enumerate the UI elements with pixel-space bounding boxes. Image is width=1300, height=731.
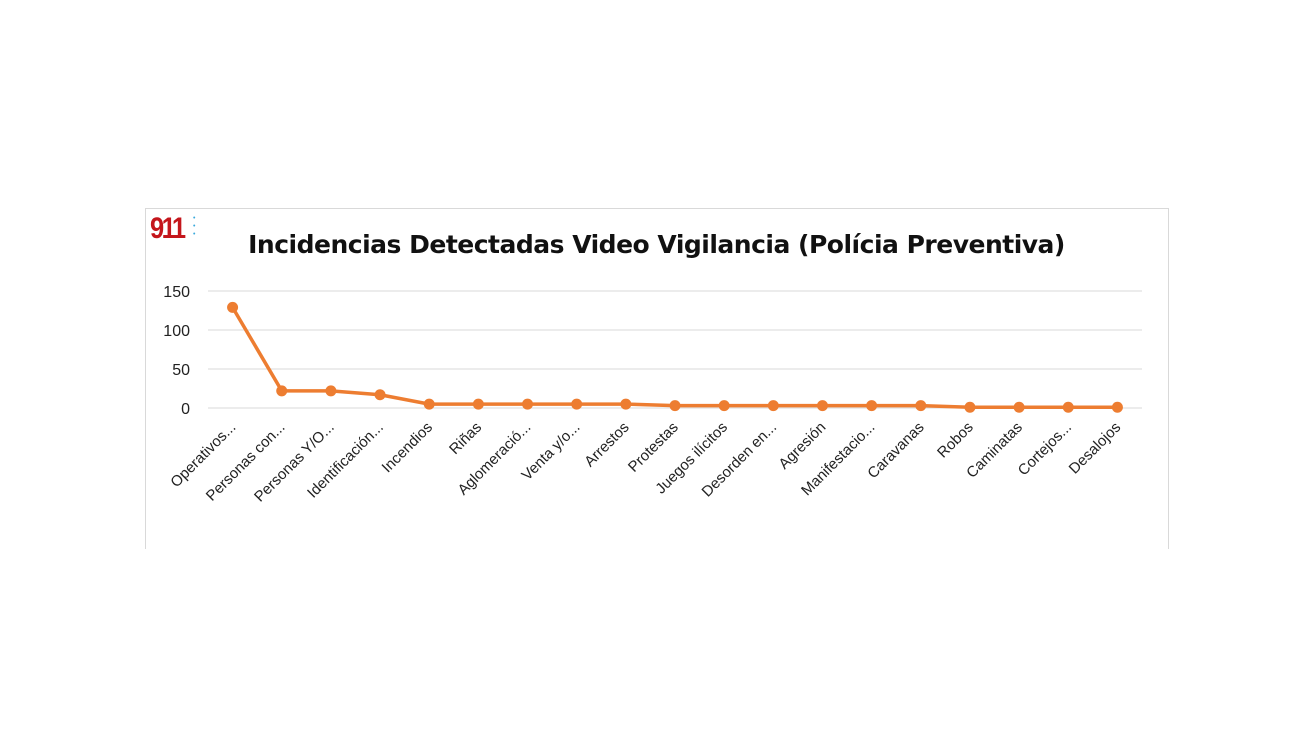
y-tick-label: 0 (181, 401, 190, 418)
data-point (1013, 401, 1025, 413)
data-point (374, 389, 386, 401)
data-point (718, 400, 730, 412)
chart-title: Incidencias Detectadas Video Vigilancia … (248, 230, 1065, 259)
x-tick-label: Riñas (446, 419, 485, 458)
logo-dots-icon: • • • (193, 215, 196, 238)
data-point (571, 398, 583, 410)
data-point (964, 401, 976, 413)
data-point (276, 385, 288, 397)
data-point (522, 398, 534, 410)
chart-frame (145, 208, 1169, 549)
data-point (1111, 401, 1123, 413)
data-point (669, 400, 681, 412)
logo-911: 911 (150, 212, 186, 245)
y-tick-label: 100 (163, 323, 190, 340)
x-tick-label: Cortejos... (1015, 419, 1075, 479)
y-tick-label: 50 (172, 362, 190, 379)
data-point (472, 398, 484, 410)
data-point (915, 400, 927, 412)
series-line (231, 306, 1118, 409)
data-point (1062, 401, 1074, 413)
x-tick-label: Robos (934, 419, 977, 462)
data-point (325, 385, 337, 397)
x-tick-label: Incendios (379, 419, 436, 476)
data-point (423, 398, 435, 410)
x-tick-label: Desalojos (1066, 419, 1125, 478)
y-tick-label: 150 (163, 284, 190, 301)
data-point (866, 400, 878, 412)
data-point (816, 400, 828, 412)
data-point (227, 301, 239, 313)
data-point (767, 400, 779, 412)
data-point (620, 398, 632, 410)
